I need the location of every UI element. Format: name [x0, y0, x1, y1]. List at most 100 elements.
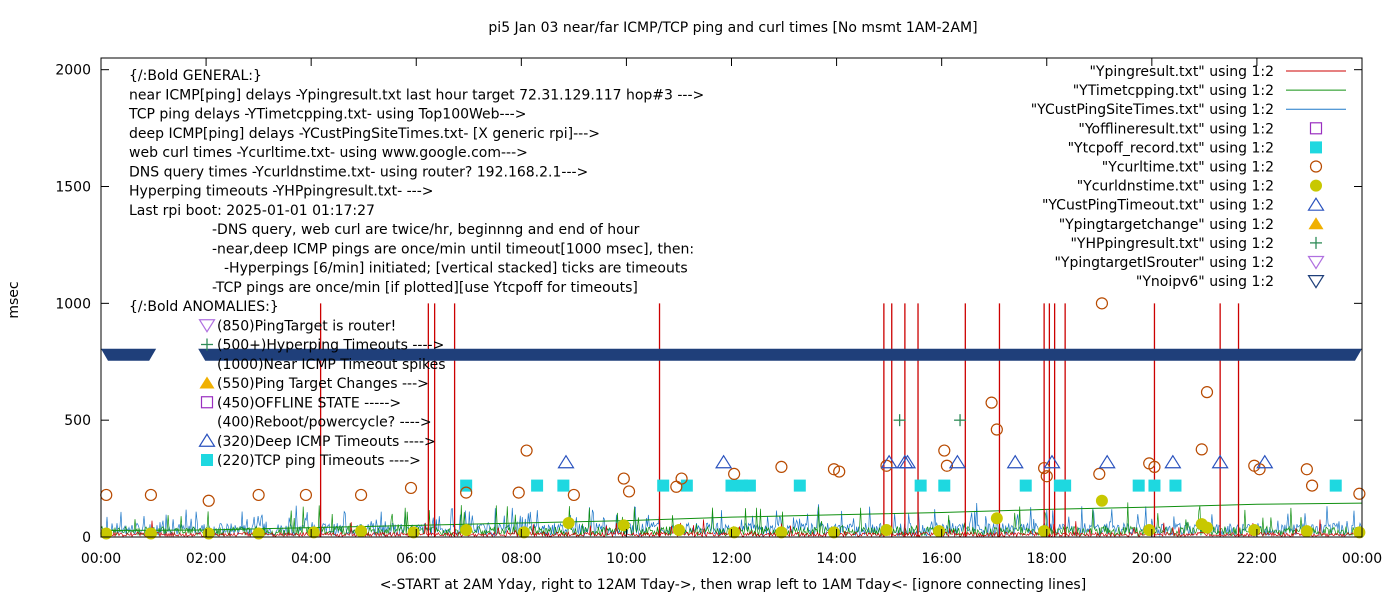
chart-title: pi5 Jan 03 near/far ICMP/TCP ping and cu…: [488, 20, 977, 36]
legend-label-11: "Ynoipv6" using 1:2: [1136, 274, 1274, 290]
legend-entry-7: "YCustPingTimeout.txt" using 1:2: [1042, 197, 1325, 214]
note-line-4: web curl times -Ycurltime.txt- using www…: [129, 145, 528, 161]
curl-time-marker-21: [940, 459, 954, 472]
legend-entry-0: "Ypingresult.txt" using 1:2: [1089, 64, 1346, 80]
legend-label-9: "YHPpingresult.txt" using 1:2: [1070, 236, 1274, 252]
y-tick-label-4: 2000: [55, 63, 91, 79]
anomaly-icon-14: [201, 338, 213, 351]
curl-time-marker-1: [144, 488, 158, 502]
legend-entry-2: "YCustPingSiteTimes.txt" using 1:2: [1031, 102, 1346, 118]
curl-time-marker-7: [460, 486, 473, 499]
tcp-timeout-marker-10: [938, 479, 951, 492]
dns-time-marker-18: [1038, 525, 1051, 538]
note-line-18: (400)Reboot/powercycle? ---->: [217, 415, 432, 431]
dns-time-marker-15: [880, 523, 893, 536]
deep-icmp-timeout-marker-1: [715, 454, 733, 469]
x-tick-label-7: 14:00: [816, 551, 856, 567]
curl-time-marker-29: [1148, 460, 1161, 474]
curl-time-marker-8: [512, 486, 525, 499]
y-tick-label-1: 500: [64, 413, 91, 429]
tcp-timeout-marker-15: [1148, 479, 1161, 492]
tcp-timeout-marker-3: [657, 479, 670, 492]
dns-time-marker-22: [1201, 521, 1214, 534]
dns-time-marker-24: [1300, 525, 1313, 538]
legend-swatch-9: [1310, 236, 1322, 249]
legend-entry-10: "YpingtargetISrouter" using 1:2: [1054, 255, 1325, 271]
legend-label-1: "YTimetcpping.txt" using 1:2: [1073, 83, 1274, 99]
legend-swatch-7: [1307, 197, 1325, 211]
dns-time-marker-11: [672, 523, 685, 536]
legend-swatch-4: [1310, 141, 1322, 154]
legend-swatch-5: [1309, 160, 1323, 173]
curl-time-marker-18: [833, 465, 846, 478]
legend-entry-8: "Ypingtargetchange" using 1:2: [1059, 217, 1324, 233]
note-line-8: -DNS query, web curl are twice/hr, begin…: [212, 222, 640, 238]
dns-time-marker-23: [1248, 523, 1261, 536]
dns-time-marker-9: [562, 516, 575, 529]
hyperping-timeout-marker-0: [893, 414, 906, 427]
legend-entry-4: "Ytcpoff_record.txt" using 1:2: [1068, 140, 1322, 156]
dns-time-marker-5: [355, 525, 368, 538]
legend-label-5: "Ycurltime.txt" using 1:2: [1102, 160, 1274, 176]
dns-time-marker-13: [775, 526, 788, 539]
note-line-6: Hyperping timeouts -YHPpingresult.txt- -…: [129, 184, 434, 200]
tcp-timeout-marker-7: [743, 479, 756, 492]
legend-entry-5: "Ycurltime.txt" using 1:2: [1102, 160, 1323, 176]
tcp-timeout-marker-13: [1059, 479, 1072, 492]
noipv6-band-left: [101, 348, 157, 361]
x-axis-label: <-START at 2AM Yday, right to 12AM Tday-…: [380, 577, 1086, 593]
deep-icmp-timeout-marker-5: [948, 454, 967, 469]
curl-time-marker-22: [985, 396, 998, 409]
dns-time-marker-3: [252, 527, 265, 540]
legend-swatch-11: [1307, 275, 1325, 289]
deep-icmp-timeout-marker-9: [1164, 454, 1182, 469]
x-tick-label-1: 02:00: [186, 551, 226, 567]
anomaly-icon-17: [200, 396, 214, 409]
note-line-3: deep ICMP[ping] delays -YCustPingSiteTim…: [129, 126, 600, 142]
axes: 0 500 1000 1500 2000 00:00 02:00 04:00 06:00 08:0…: [55, 57, 1382, 567]
curl-time-marker-23: [990, 423, 1003, 436]
y-tick-label-3: 1500: [55, 180, 91, 196]
legend-label-3: "Yofflineresult.txt" using 1:2: [1078, 121, 1274, 137]
legend-entry-6: "Ycurldnstime.txt" using 1:2: [1077, 179, 1322, 195]
deep-icmp-timeout-marker-7: [1043, 454, 1061, 469]
legend-entry-9: "YHPpingresult.txt" using 1:2: [1070, 236, 1322, 252]
deep-icmp-timeout-marker-11: [1256, 454, 1274, 469]
note-line-9: -near,deep ICMP pings are once/min until…: [212, 241, 694, 257]
legend-entry-11: "Ynoipv6" using 1:2: [1136, 274, 1325, 290]
tcp-timeout-marker-1: [531, 479, 544, 492]
x-tick-label-0: 00:00: [81, 551, 121, 567]
curl-time-marker-17: [827, 463, 841, 476]
x-tick-label-3: 06:00: [396, 551, 436, 567]
curl-time-marker-34: [1300, 463, 1313, 476]
deep-icmp-timeout-marker-2: [880, 454, 898, 469]
curl-time-marker-2: [202, 494, 215, 507]
anomaly-icons: [198, 319, 216, 466]
curl-time-marker-12: [622, 485, 636, 498]
note-line-13: (850)PingTarget is router!: [217, 318, 396, 334]
legend-label-10: "YpingtargetISrouter" using 1:2: [1054, 255, 1274, 271]
note-line-0: {/:Bold GENERAL:}: [129, 68, 262, 84]
legend-swatch-10: [1307, 255, 1325, 270]
note-line-11: -TCP pings are once/min [if plotted][use…: [212, 280, 638, 296]
curl-time-marker-16: [775, 460, 788, 474]
curl-time-marker-0: [100, 488, 113, 502]
curl-time-marker-4: [299, 488, 313, 502]
x-tick-label-6: 12:00: [711, 551, 751, 567]
legend-label-4: "Ytcpoff_record.txt" using 1:2: [1068, 140, 1274, 156]
dns-time-marker-7: [460, 523, 473, 536]
dns-time-marker-17: [990, 512, 1003, 525]
legend-label-2: "YCustPingSiteTimes.txt" using 1:2: [1031, 102, 1274, 118]
dns-time-marker-20: [1143, 523, 1156, 536]
anomaly-icon-16: [199, 376, 215, 389]
note-line-19: (320)Deep ICMP Timeouts ---->: [217, 434, 436, 450]
tcp-timeout-marker-2: [557, 479, 570, 492]
legend-label-8: "Ypingtargetchange" using 1:2: [1059, 217, 1274, 233]
note-line-14: (500+)Hyperping Timeouts ---->: [217, 338, 444, 354]
dns-time-marker-10: [617, 519, 630, 532]
curl-time-marker-25: [1040, 470, 1053, 483]
tcp-timeout-marker-14: [1132, 479, 1145, 492]
dns-time-marker-16: [933, 525, 946, 538]
curl-time-marker-36: [1353, 487, 1366, 500]
tcp-timeout-marker-5: [725, 479, 738, 492]
